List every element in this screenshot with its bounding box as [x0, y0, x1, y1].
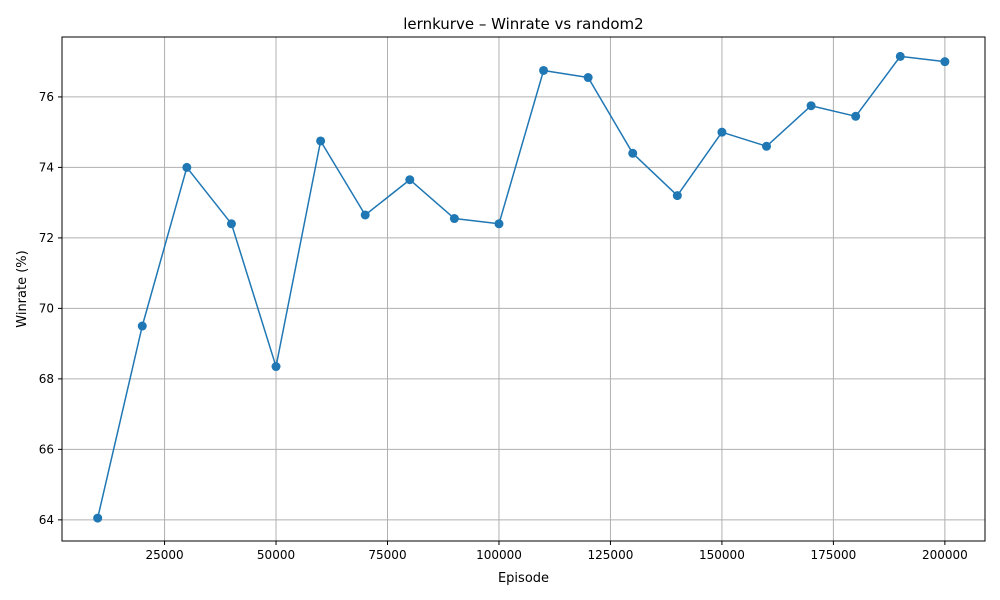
data-point	[672, 191, 682, 201]
data-point	[539, 65, 549, 75]
y-tick-label: 64	[39, 513, 54, 527]
x-tick-label: 175000	[810, 548, 856, 562]
x-tick-label: 150000	[699, 548, 745, 562]
series-line	[96, 55, 945, 519]
y-tick-label: 74	[39, 160, 54, 174]
x-tick-label: 75000	[368, 548, 406, 562]
data-point	[226, 219, 236, 229]
data-point	[182, 162, 192, 172]
data-point	[895, 51, 905, 61]
series-layer	[93, 51, 950, 523]
data-point	[494, 219, 504, 229]
data-point	[717, 127, 727, 137]
data-point	[851, 111, 861, 121]
data-point	[940, 57, 950, 67]
x-tick-label: 25000	[145, 548, 183, 562]
y-axis-ticks: 64 66 68 70 72 74 76	[39, 90, 62, 527]
x-tick-label: 125000	[588, 548, 634, 562]
data-point	[93, 513, 103, 523]
y-tick-label: 72	[39, 231, 54, 245]
x-tick-label: 50000	[257, 548, 295, 562]
y-tick-label: 68	[39, 372, 54, 386]
data-point	[583, 73, 593, 83]
y-tick-label: 76	[39, 90, 54, 104]
plot-frame	[61, 36, 986, 542]
data-point	[628, 148, 638, 158]
x-axis-ticks: 25000 50000 75000 100000 125000 150000 175000 2…	[145, 541, 968, 562]
grid-layer	[62, 37, 985, 541]
chart-title: lernkurve – Winrate vs random2	[403, 15, 643, 33]
data-point	[449, 214, 459, 224]
data-point	[137, 321, 147, 331]
data-point	[360, 210, 370, 220]
y-tick-label: 70	[39, 301, 54, 315]
data-point	[271, 362, 281, 372]
data-point	[806, 101, 816, 111]
x-tick-label: 200000	[922, 548, 968, 562]
data-point	[762, 141, 772, 151]
x-tick-label: 100000	[476, 548, 522, 562]
data-point	[405, 175, 415, 185]
data-point	[316, 136, 326, 146]
y-axis-label: Winrate (%)	[15, 250, 30, 327]
x-axis-label: Episode	[498, 571, 549, 586]
y-tick-label: 66	[39, 442, 54, 456]
